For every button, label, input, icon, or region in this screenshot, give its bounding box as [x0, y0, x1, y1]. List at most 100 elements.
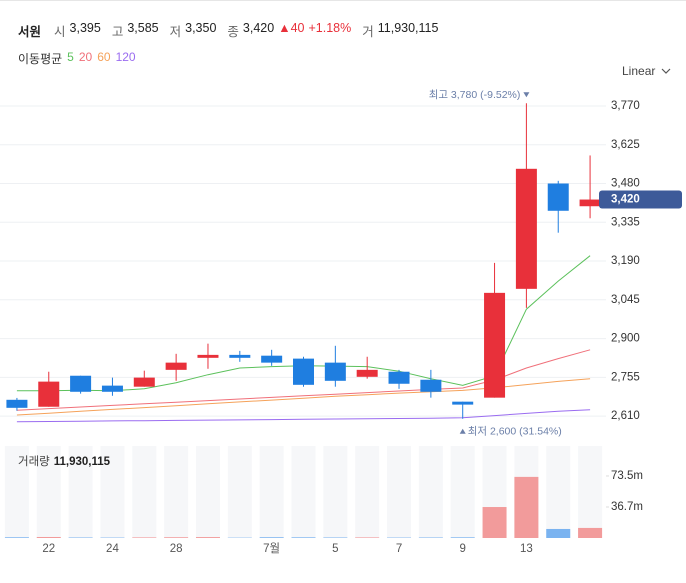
- high-annotation: 최고 3,780 (-9.52%): [429, 89, 521, 101]
- candle-body: [6, 399, 28, 408]
- x-tick-label: 13: [520, 543, 533, 555]
- volume-column-bg: [291, 446, 316, 538]
- label: 고: [111, 25, 124, 39]
- low-annotation: 최저 2,600 (31.54%): [468, 426, 562, 438]
- volume-column-bg: [164, 446, 189, 538]
- candle-body: [70, 375, 92, 392]
- value: 3,585: [127, 21, 159, 35]
- last-price-tag: [599, 190, 682, 209]
- candle-body: [38, 381, 60, 407]
- volume-title: 거래량 11,930,115: [18, 455, 111, 468]
- volume-bar: [578, 527, 603, 538]
- value: 3,395: [69, 21, 101, 35]
- volume-bar: [355, 537, 380, 538]
- label: 시: [54, 25, 66, 39]
- y-tick-label: 36.7m: [611, 501, 643, 513]
- label: 종: [227, 25, 239, 39]
- x-tick-label: 24: [106, 543, 119, 555]
- volume-column-bg: [132, 446, 157, 538]
- low-marker: [459, 428, 466, 434]
- volume-column-bg: [387, 446, 412, 538]
- candle-body: [324, 362, 346, 381]
- candle-body: [101, 385, 123, 392]
- candle-body: [452, 401, 474, 405]
- candle-body: [197, 354, 219, 358]
- y-tick-label: 3,625: [611, 139, 640, 151]
- value: 3,350: [185, 21, 217, 35]
- candle-body: [484, 292, 506, 398]
- x-tick-label: 5: [332, 543, 338, 555]
- volume-bar: [482, 507, 507, 538]
- legend-entry: 120: [115, 50, 136, 64]
- y-tick-label: 3,335: [611, 216, 640, 228]
- volume-bar: [450, 537, 475, 538]
- y-tick-label: 2,900: [611, 333, 640, 345]
- x-tick-label: 28: [170, 543, 183, 555]
- candle-body: [261, 355, 283, 363]
- stock-name: 서원: [18, 25, 42, 39]
- y-tick-label: 2,755: [611, 371, 640, 383]
- x-tick-label: 9: [460, 543, 466, 555]
- volume-bar: [36, 536, 61, 538]
- high-marker: [523, 92, 530, 98]
- quote-header: 서원 시 3,395 고 3,585 저 3,350 종 3,420 ▲40 +1.18%…: [18, 21, 438, 40]
- x-tick-label: 7: [396, 543, 402, 555]
- volume-column-bg: [195, 446, 220, 538]
- volume-column-bg: [546, 446, 571, 538]
- scale-button[interactable]: Linear: [622, 64, 671, 78]
- volume-column-bg: [418, 446, 443, 538]
- legend-entry: 20: [78, 50, 93, 64]
- volume-bar: [68, 537, 93, 538]
- volume-bar: [259, 537, 284, 538]
- last-price-label: 3,420: [611, 194, 640, 206]
- volume-label: 거래량: [18, 455, 50, 468]
- y-tick-label: 2,610: [611, 410, 640, 422]
- legend-entry: 5: [67, 50, 74, 64]
- volume-column-bg: [355, 446, 380, 538]
- x-tick-label: 22: [42, 543, 55, 555]
- label: 저: [169, 25, 182, 39]
- volume-bar: [418, 537, 443, 538]
- candle-body: [388, 371, 410, 384]
- volume-bar: [4, 537, 29, 538]
- candle-body: [133, 377, 155, 387]
- volume-bar: [323, 537, 348, 538]
- volume-column-bg: [36, 446, 61, 538]
- volume-value: 11,930,115: [54, 456, 111, 468]
- x-tick-label: 7월: [263, 542, 280, 555]
- volume-column-bg: [4, 446, 29, 538]
- value: 3,420: [242, 21, 275, 35]
- legend-entry: 60: [97, 50, 111, 64]
- change-pct: +1.18%: [308, 21, 352, 35]
- ma-legend: 이동평균 5 20 60 120: [18, 50, 136, 67]
- candle-body: [515, 168, 537, 289]
- y-tick-label: 3,190: [611, 255, 640, 267]
- volume-bar: [195, 537, 220, 538]
- ma-line: [16, 409, 591, 423]
- candle-body: [356, 369, 378, 377]
- volume-column-bg: [323, 446, 348, 538]
- candle-body: [579, 199, 601, 207]
- volume-bar: [132, 537, 157, 538]
- change: ▲40: [278, 21, 305, 35]
- volume-bar: [546, 528, 571, 538]
- volume-column-bg: [450, 446, 475, 538]
- volume-bar: [291, 537, 316, 538]
- candle-body: [293, 358, 314, 385]
- y-tick-label: 3,480: [611, 178, 640, 190]
- y-tick-label: 73.5m: [611, 470, 643, 482]
- volume-column-bg: [227, 446, 252, 538]
- candle-body: [547, 183, 569, 211]
- chevron: [661, 68, 671, 74]
- label: 거: [362, 25, 374, 39]
- scale-label: Linear: [622, 64, 656, 78]
- volume-column-bg: [68, 446, 93, 538]
- candle-body: [229, 354, 251, 358]
- volume-column-bg: [259, 446, 284, 538]
- y-tick-label: 3,770: [611, 100, 640, 112]
- volume-bar: [514, 476, 539, 538]
- candle-body: [165, 362, 187, 370]
- volume-column-bg: [578, 446, 603, 538]
